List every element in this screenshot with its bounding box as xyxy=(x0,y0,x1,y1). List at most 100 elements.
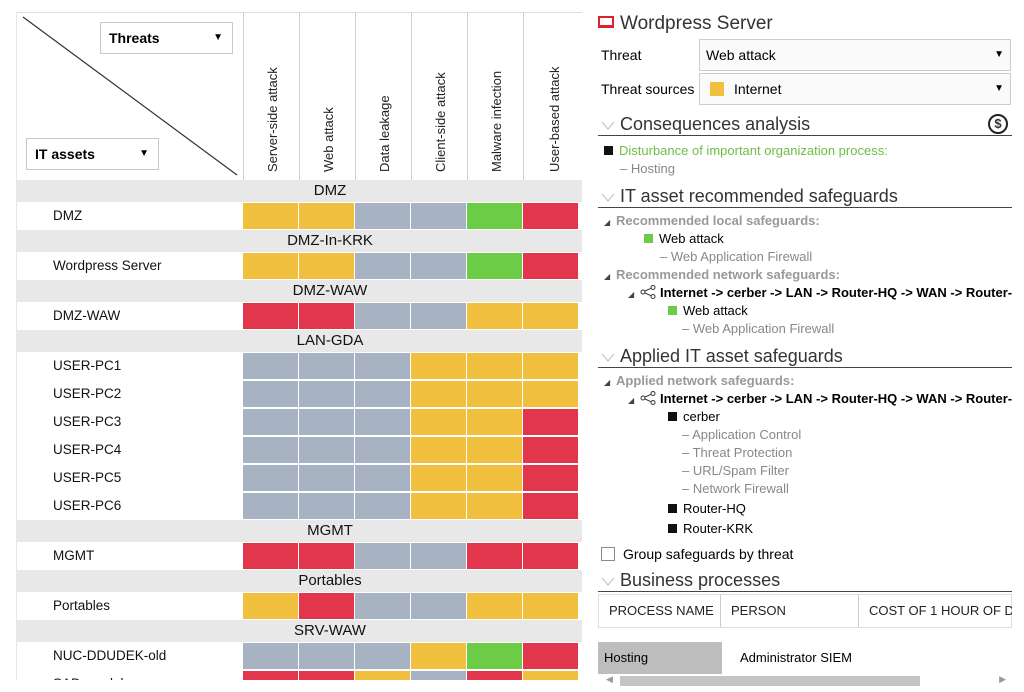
local-safeguards-node[interactable]: ◢ Recommended local safeguards: xyxy=(598,212,1012,230)
risk-cell[interactable] xyxy=(243,303,298,329)
asset-group-row[interactable]: SRV-WAW xyxy=(17,620,582,642)
risk-cell[interactable] xyxy=(299,543,354,569)
threat-column-header[interactable]: Data leakage xyxy=(355,12,411,180)
risk-cell[interactable] xyxy=(299,593,354,619)
checkbox[interactable] xyxy=(601,547,615,561)
risk-cell[interactable] xyxy=(243,381,298,407)
horizontal-scrollbar[interactable]: ◀ ▶ xyxy=(606,674,1006,686)
asset-row[interactable]: USER-PC1 xyxy=(17,352,582,380)
risk-cell[interactable] xyxy=(355,643,410,669)
assets-dropdown[interactable]: IT assets ▼ xyxy=(26,138,159,170)
risk-cell[interactable] xyxy=(411,593,466,619)
risk-cell[interactable] xyxy=(467,465,522,491)
risk-cell[interactable] xyxy=(411,543,466,569)
risk-cell[interactable] xyxy=(523,671,578,680)
risk-cell[interactable] xyxy=(523,409,578,435)
network-safeguards-node[interactable]: ◢ Recommended network safeguards: xyxy=(598,266,1012,284)
risk-cell[interactable] xyxy=(355,493,410,519)
threat-column-header[interactable]: Malware infection xyxy=(467,12,523,180)
asset-row[interactable]: USER-PC3 xyxy=(17,408,582,436)
risk-cell[interactable] xyxy=(299,409,354,435)
asset-row[interactable]: USER-PC6 xyxy=(17,492,582,520)
asset-row[interactable]: NUC-DDUDEK-old xyxy=(17,642,582,670)
asset-group-row[interactable]: DMZ xyxy=(17,180,582,202)
risk-cell[interactable] xyxy=(467,437,522,463)
risk-cell[interactable] xyxy=(355,437,410,463)
threat-column-header[interactable]: Server-side attack xyxy=(243,12,299,180)
risk-cell[interactable] xyxy=(299,353,354,379)
dollar-icon[interactable]: $ xyxy=(988,114,1008,134)
business-section-header[interactable]: Business processes xyxy=(598,568,1012,592)
risk-cell[interactable] xyxy=(523,303,578,329)
column-header-person[interactable]: PERSON xyxy=(721,595,859,627)
asset-row[interactable]: SAD nuc lab xyxy=(17,670,582,680)
risk-cell[interactable] xyxy=(299,643,354,669)
risk-cell[interactable] xyxy=(411,303,466,329)
risk-cell[interactable] xyxy=(411,493,466,519)
column-header-process[interactable]: PROCESS NAME xyxy=(599,595,721,627)
threat-column-header[interactable]: Web attack xyxy=(299,12,355,180)
threat-column-header[interactable]: User-based attack xyxy=(523,12,582,180)
risk-cell[interactable] xyxy=(467,543,522,569)
network-path-node[interactable]: ◢ Internet -> cerber -> LAN -> Router-HQ … xyxy=(598,284,1012,302)
asset-group-row[interactable]: DMZ-In-KRK xyxy=(17,230,582,252)
asset-group-row[interactable]: LAN-GDA xyxy=(17,330,582,352)
asset-row[interactable]: USER-PC2 xyxy=(17,380,582,408)
risk-cell[interactable] xyxy=(299,381,354,407)
risk-cell[interactable] xyxy=(467,381,522,407)
applied-section-header[interactable]: Applied IT asset safeguards xyxy=(598,344,1012,368)
risk-cell[interactable] xyxy=(467,409,522,435)
asset-row[interactable]: DMZ-WAW xyxy=(17,302,582,330)
asset-group-row[interactable]: MGMT xyxy=(17,520,582,542)
risk-cell[interactable] xyxy=(299,303,354,329)
risk-cell[interactable] xyxy=(243,643,298,669)
risk-cell[interactable] xyxy=(411,643,466,669)
table-row[interactable]: Hosting Administrator SIEM xyxy=(598,642,1012,674)
risk-cell[interactable] xyxy=(411,409,466,435)
risk-cell[interactable] xyxy=(299,437,354,463)
scrollbar-thumb[interactable] xyxy=(620,676,920,686)
applied-network-node[interactable]: ◢ Applied network safeguards: xyxy=(598,372,1012,390)
risk-cell[interactable] xyxy=(355,593,410,619)
risk-cell[interactable] xyxy=(523,253,578,279)
scroll-left-icon[interactable]: ◀ xyxy=(606,674,613,684)
risk-cell[interactable] xyxy=(467,253,522,279)
asset-row[interactable]: MGMT xyxy=(17,542,582,570)
risk-cell[interactable] xyxy=(243,253,298,279)
risk-cell[interactable] xyxy=(523,593,578,619)
risk-cell[interactable] xyxy=(523,465,578,491)
threats-dropdown[interactable]: Threats ▼ xyxy=(100,22,233,54)
risk-cell[interactable] xyxy=(411,437,466,463)
sources-select[interactable]: Internet ▼ xyxy=(699,73,1011,105)
risk-cell[interactable] xyxy=(355,465,410,491)
risk-cell[interactable] xyxy=(411,381,466,407)
threat-column-header[interactable]: Client-side attack xyxy=(411,12,467,180)
risk-cell[interactable] xyxy=(523,543,578,569)
risk-cell[interactable] xyxy=(355,303,410,329)
risk-cell[interactable] xyxy=(243,593,298,619)
risk-cell[interactable] xyxy=(243,409,298,435)
risk-cell[interactable] xyxy=(355,203,410,229)
risk-cell[interactable] xyxy=(411,253,466,279)
risk-cell[interactable] xyxy=(523,381,578,407)
asset-row[interactable]: Portables xyxy=(17,592,582,620)
risk-cell[interactable] xyxy=(299,465,354,491)
asset-row[interactable]: USER-PC5 xyxy=(17,464,582,492)
risk-cell[interactable] xyxy=(411,465,466,491)
risk-cell[interactable] xyxy=(243,671,298,680)
applied-path-node[interactable]: ◢ Internet -> cerber -> LAN -> Router-HQ … xyxy=(598,390,1012,408)
column-header-cost[interactable]: COST OF 1 HOUR OF DOWNTIME xyxy=(869,603,1012,618)
risk-cell[interactable] xyxy=(467,493,522,519)
recommended-section-header[interactable]: IT asset recommended safeguards xyxy=(598,184,1012,208)
risk-cell[interactable] xyxy=(467,671,522,680)
group-safeguards-toggle[interactable]: Group safeguards by threat xyxy=(598,542,1012,566)
risk-cell[interactable] xyxy=(523,437,578,463)
scroll-right-icon[interactable]: ▶ xyxy=(999,674,1006,684)
risk-cell[interactable] xyxy=(355,353,410,379)
risk-cell[interactable] xyxy=(523,353,578,379)
risk-cell[interactable] xyxy=(355,671,410,680)
risk-cell[interactable] xyxy=(243,543,298,569)
risk-cell[interactable] xyxy=(523,203,578,229)
risk-cell[interactable] xyxy=(523,493,578,519)
risk-cell[interactable] xyxy=(355,381,410,407)
